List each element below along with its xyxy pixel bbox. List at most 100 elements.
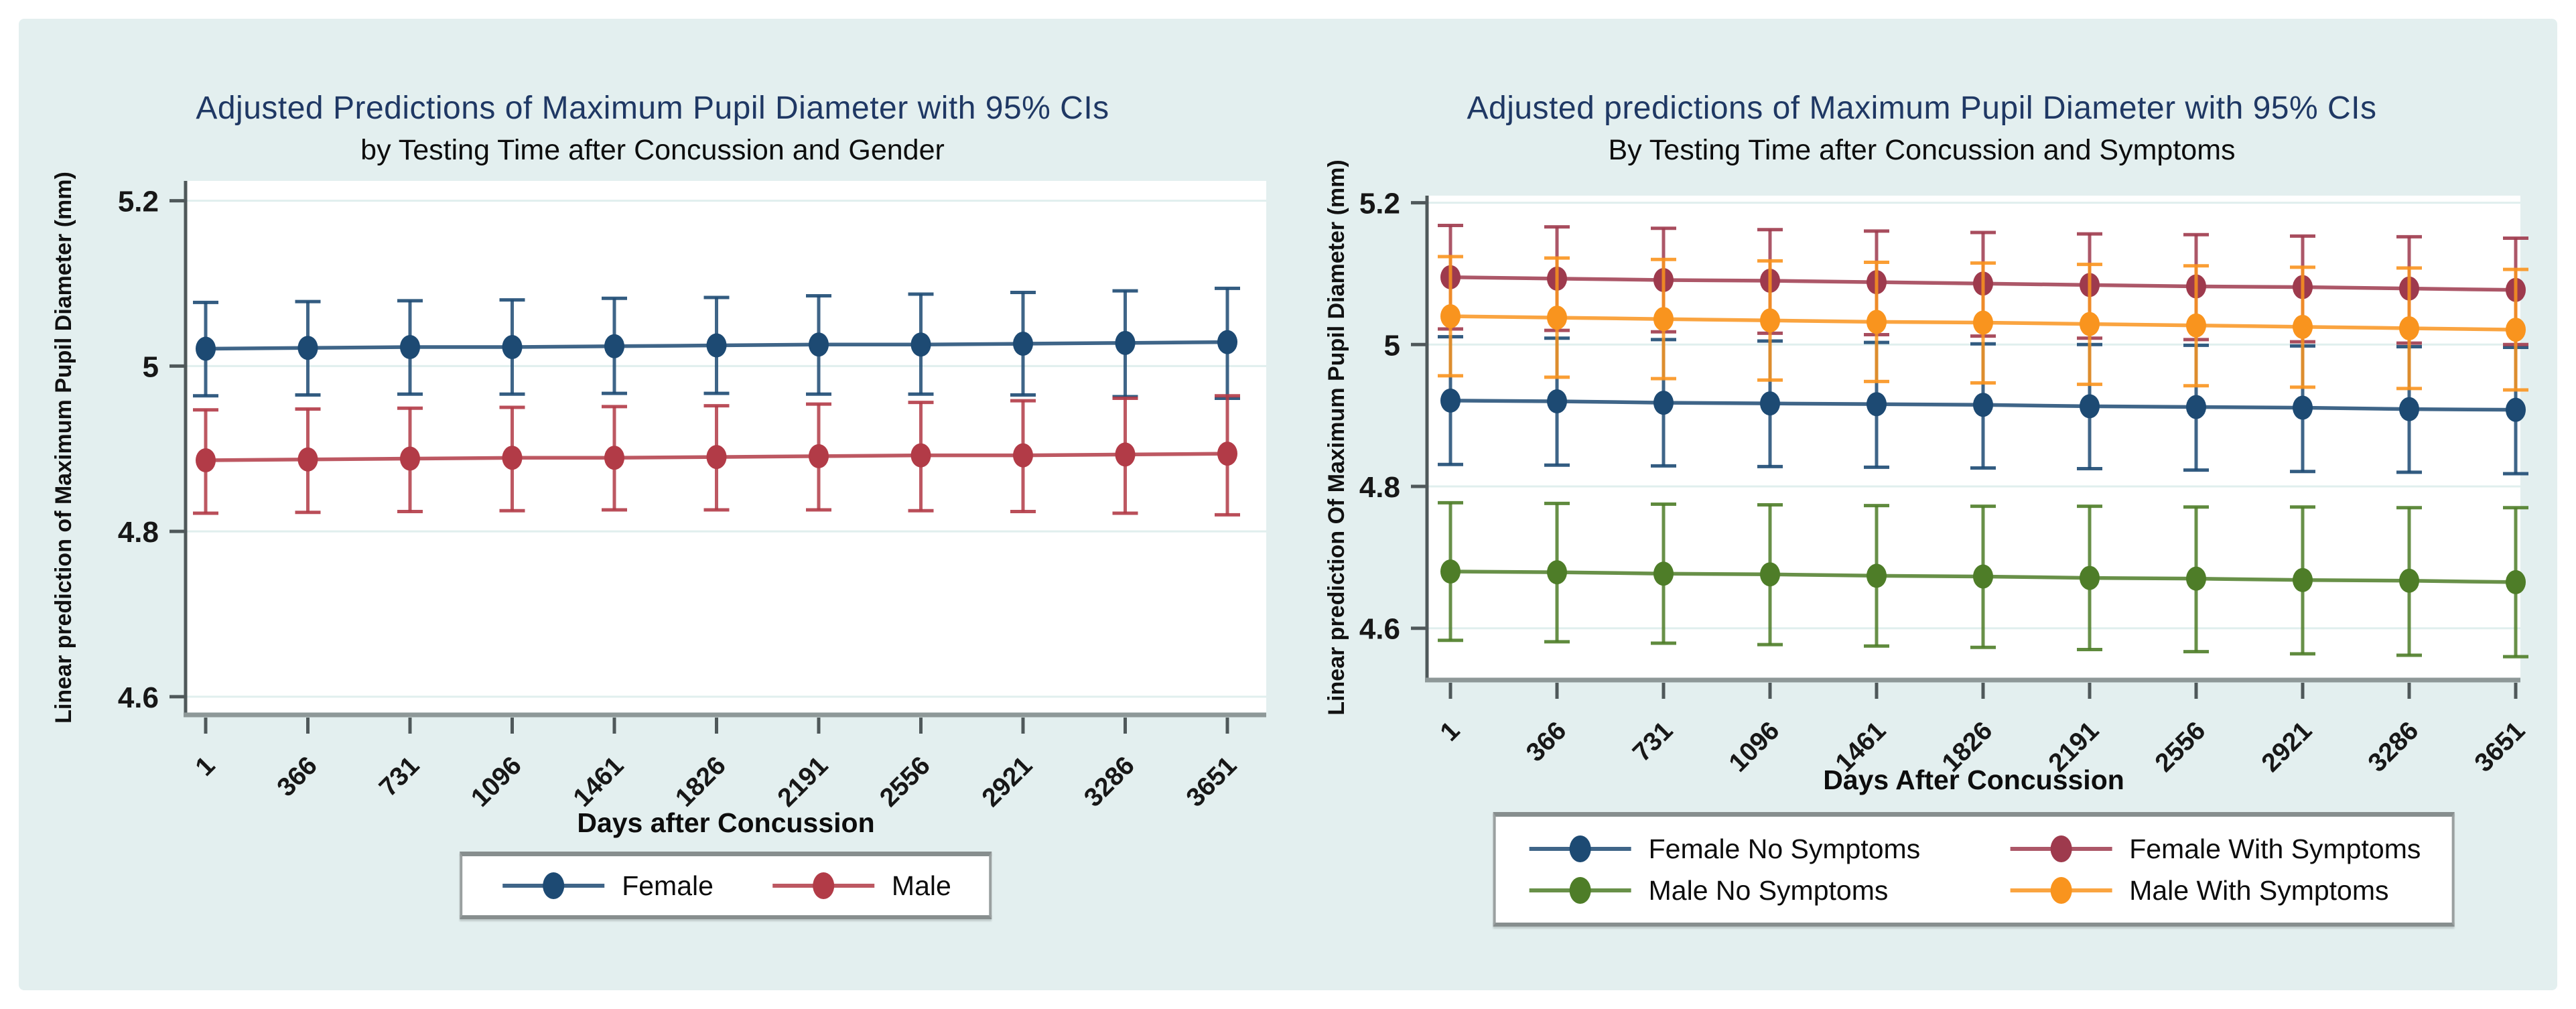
data-point <box>1973 310 1993 335</box>
x-tick-label: 1096 <box>466 751 527 813</box>
y-tick-label: 5.2 <box>1359 188 1400 220</box>
data-point <box>1115 330 1136 355</box>
data-point <box>2293 395 2313 420</box>
symptoms-chart: Adjusted predictions of Maximum Pupil Di… <box>1286 19 2557 990</box>
x-tick-label: 1 <box>1435 716 1466 747</box>
legend-key-dot <box>1569 835 1591 862</box>
legend-item: Male No Symptoms <box>1527 874 1921 906</box>
legend-key-icon <box>502 872 605 899</box>
series-male <box>193 394 1240 517</box>
legend: Female No Symptoms Female With Symptoms Ma… <box>1493 812 2455 927</box>
x-axis-label: Days after Concussion <box>577 807 875 838</box>
data-point <box>1547 389 1567 413</box>
data-point <box>2506 569 2526 594</box>
legend-item: Female <box>500 870 714 902</box>
data-point <box>1217 330 1237 354</box>
data-point <box>2186 566 2206 591</box>
legend-item: Female No Symptoms <box>1527 833 1921 865</box>
x-ticks: 1 366 731 1096 1461 1826 2191 2556 2921 3286 3651 <box>1435 683 2530 778</box>
data-point <box>910 443 931 468</box>
legend-label: Male With Symptoms <box>2129 874 2389 906</box>
legend-label: Male <box>891 870 951 901</box>
data-point <box>2080 394 2100 419</box>
data-point <box>196 336 216 361</box>
x-tick-label: 3651 <box>1181 751 1243 813</box>
data-point <box>1760 308 1780 333</box>
data-point <box>2186 313 2206 338</box>
chart-title: Adjusted Predictions of Maximum Pupil Di… <box>196 90 1109 126</box>
data-point <box>1547 560 1567 585</box>
data-point <box>1653 561 1674 586</box>
data-point <box>1115 442 1136 467</box>
series-male-no-symptoms <box>1438 500 2528 659</box>
legend-key-dot <box>2050 835 2072 862</box>
plot-area: 5.254.84.61 366 731 1096 1461 1826 2191 2556 292… <box>118 181 1266 813</box>
data-point <box>400 334 420 359</box>
data-point <box>2293 567 2313 592</box>
x-ticks: 1 366 731 1096 1461 1826 2191 2556 2921 3286 3651 <box>190 718 1243 813</box>
y-tick-label: 4.6 <box>118 681 159 714</box>
data-point <box>1760 562 1780 587</box>
data-point <box>809 332 829 357</box>
legend-item: Male <box>770 870 951 902</box>
y-tick-label: 5 <box>143 350 159 383</box>
data-point <box>297 336 318 360</box>
y-ticks: 5.2 5 4.8 4.6 <box>1359 188 1427 646</box>
data-point <box>502 334 523 359</box>
y-ticks: 5.2 5 4.8 4.6 <box>118 186 186 714</box>
series-male-with-symptoms <box>1438 255 2528 392</box>
x-tick-label: 1826 <box>670 751 732 813</box>
data-point <box>2399 316 2419 340</box>
y-tick-label: 5 <box>1384 329 1400 362</box>
legend-label: Female No Symptoms <box>1648 833 1921 864</box>
x-tick-label: 1461 <box>568 751 630 813</box>
data-point <box>604 446 624 470</box>
legend-item: Male With Symptoms <box>2007 874 2421 906</box>
legend-key-dot <box>1569 877 1591 904</box>
data-point <box>1013 332 1033 356</box>
x-tick-label: 366 <box>1521 716 1572 767</box>
data-point <box>1867 392 1887 417</box>
data-point <box>706 445 727 470</box>
chart-subtitle: by Testing Time after Concussion and Gen… <box>360 134 945 166</box>
data-point <box>1653 307 1674 332</box>
plot-background <box>1427 196 2520 680</box>
y-tick-label: 4.8 <box>118 516 159 549</box>
data-point <box>2186 395 2206 419</box>
data-point <box>604 334 624 358</box>
legend-key-icon <box>2010 877 2112 904</box>
x-tick-label: 3286 <box>1079 751 1140 813</box>
data-point <box>1973 393 1993 417</box>
data-point <box>1547 306 1567 330</box>
x-tick-label: 366 <box>271 751 322 802</box>
data-point <box>1440 304 1461 328</box>
data-point <box>196 448 216 473</box>
legend-label: Female <box>622 870 714 901</box>
data-point <box>1217 442 1237 466</box>
data-point <box>297 447 318 472</box>
legend-key-icon <box>1529 877 1631 904</box>
x-tick-label: 2921 <box>977 751 1038 813</box>
data-point <box>706 333 727 358</box>
legend-key-dot <box>812 872 834 899</box>
legend: Female Male <box>460 852 992 919</box>
data-point <box>2399 568 2419 593</box>
data-point <box>2080 565 2100 590</box>
x-tick-label: 731 <box>1627 716 1678 767</box>
chart-title: Adjusted predictions of Maximum Pupil Di… <box>1467 90 2377 126</box>
chart-subtitle: By Testing Time after Concussion and Sym… <box>1608 134 2236 166</box>
legend-key-icon <box>2010 835 2112 862</box>
figure-panel: Adjusted Predictions of Maximum Pupil Di… <box>19 19 2557 990</box>
y-tick-label: 4.6 <box>1359 613 1400 646</box>
legend-key-dot <box>543 872 565 899</box>
data-point <box>809 444 829 468</box>
legend-key-dot <box>2050 877 2072 904</box>
legend-key-icon <box>772 872 874 899</box>
plot-area: 5.254.84.61 366 731 1096 1461 1826 2191 2556 292… <box>1359 188 2531 778</box>
x-axis-label: Days After Concussion <box>1823 764 2124 795</box>
x-tick-label: 1 <box>190 751 221 782</box>
data-point <box>1013 443 1033 468</box>
x-tick-label: 2191 <box>772 751 834 813</box>
data-point <box>2506 318 2526 342</box>
